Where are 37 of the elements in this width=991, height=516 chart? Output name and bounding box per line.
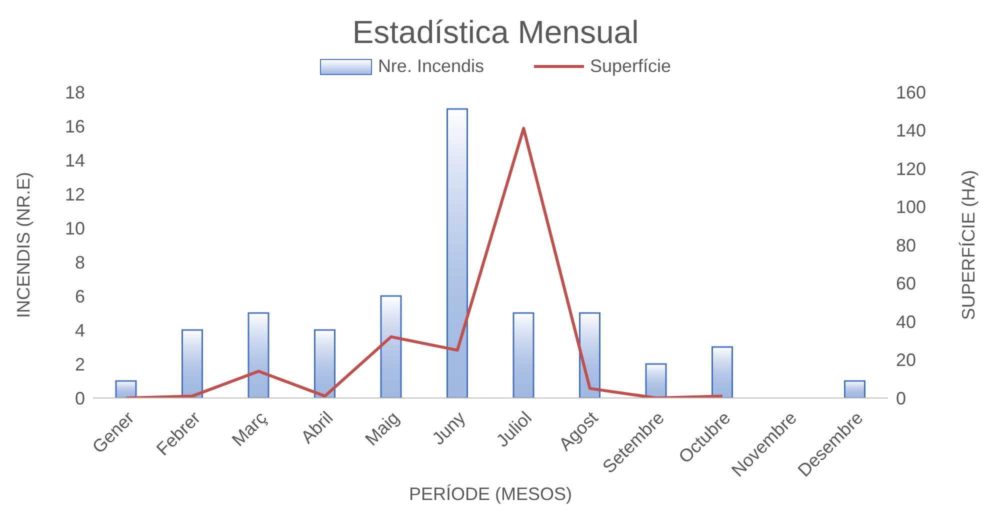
- legend-label: Superfície: [589, 56, 672, 77]
- bar: [115, 380, 137, 398]
- bar: [380, 295, 402, 398]
- y-tick-label: 16: [64, 116, 85, 136]
- y-tick-label: 0: [74, 388, 85, 408]
- y2-tick-label: 60: [896, 274, 916, 294]
- bar: [712, 346, 733, 398]
- y-tick-label: 2: [74, 354, 85, 374]
- bar: [645, 363, 667, 398]
- line-series: [124, 126, 724, 398]
- x-axis-title: PERÍODE (MESOS): [408, 484, 572, 504]
- y2-tick-label: 0: [896, 388, 906, 408]
- y-tick-label: 8: [74, 252, 85, 272]
- y2-tick-label: 20: [896, 350, 916, 370]
- y-axis-title: INCENDIS (NR.E): [13, 172, 34, 318]
- bar: [844, 380, 866, 398]
- y-tick-label: 6: [74, 286, 85, 306]
- y-tick-label: 14: [64, 150, 85, 170]
- y2-tick-label: 100: [896, 197, 926, 218]
- y2-tick-label: 160: [896, 82, 926, 102]
- bar: [248, 312, 270, 398]
- y-tick-label: 12: [64, 184, 85, 204]
- y-tick-label: 4: [74, 320, 85, 340]
- bar: [314, 329, 336, 398]
- y2-tick-label: 80: [896, 235, 916, 256]
- y-tick-label: 18: [64, 82, 85, 102]
- bar: [512, 312, 534, 398]
- y2-tick-label: 140: [896, 120, 926, 141]
- bar: [446, 108, 468, 398]
- bar: [579, 312, 600, 398]
- y2-axis-title: SUPERFÍCIE (HA): [958, 170, 978, 320]
- y-tick-label: 10: [64, 218, 85, 238]
- legend-label: Nre. Incendis: [376, 56, 484, 77]
- y2-tick-label: 40: [896, 312, 916, 332]
- chart-title: Estadística Mensual: [351, 13, 640, 52]
- bar: [182, 329, 203, 398]
- y2-tick-label: 120: [896, 158, 926, 179]
